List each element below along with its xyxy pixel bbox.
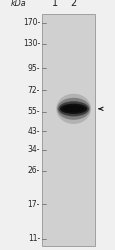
Text: 11-: 11- <box>27 234 40 243</box>
Text: 1: 1 <box>52 0 58 8</box>
Bar <box>42 14 94 246</box>
Text: 55-: 55- <box>27 107 40 116</box>
Text: 17-: 17- <box>27 200 40 209</box>
Text: 130-: 130- <box>23 39 40 48</box>
Ellipse shape <box>58 101 88 116</box>
Text: 43-: 43- <box>27 126 40 136</box>
Text: 2: 2 <box>70 0 76 8</box>
Ellipse shape <box>62 106 84 112</box>
Text: kDa: kDa <box>11 0 26 8</box>
Text: 26-: 26- <box>27 166 40 175</box>
Text: 72-: 72- <box>27 86 40 95</box>
Ellipse shape <box>56 94 90 124</box>
Ellipse shape <box>60 104 86 114</box>
Text: 95-: 95- <box>27 64 40 73</box>
Text: 170-: 170- <box>23 18 40 27</box>
Ellipse shape <box>57 98 89 120</box>
Text: 34-: 34- <box>27 145 40 154</box>
